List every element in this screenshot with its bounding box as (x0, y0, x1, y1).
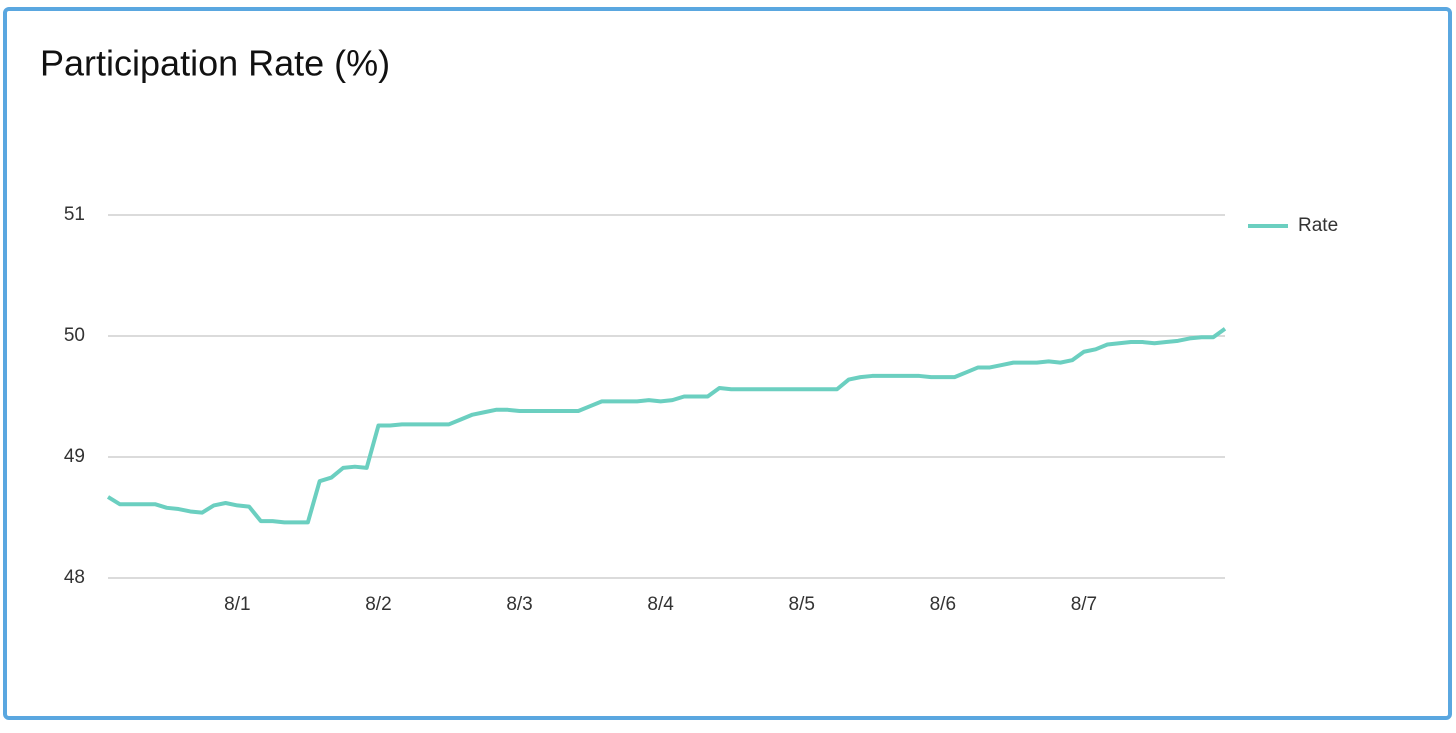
x-tick-label: 8/7 (1071, 594, 1097, 615)
legend-label: Rate (1298, 215, 1338, 236)
x-tick-label: 8/1 (224, 594, 250, 615)
y-tick-label: 48 (64, 567, 85, 588)
y-tick-label: 49 (64, 446, 85, 467)
x-tick-label: 8/6 (930, 594, 956, 615)
chart-title: Participation Rate (%) (40, 43, 390, 84)
data-line (106, 327, 1227, 525)
card (3, 7, 1452, 720)
x-tick-label: 8/3 (506, 594, 532, 615)
x-tick-label: 8/5 (789, 594, 815, 615)
y-tick-label: 51 (64, 204, 85, 225)
y-tick-label: 50 (64, 325, 85, 346)
x-tick-label: 8/2 (365, 594, 391, 615)
x-tick-label: 8/4 (647, 594, 674, 615)
